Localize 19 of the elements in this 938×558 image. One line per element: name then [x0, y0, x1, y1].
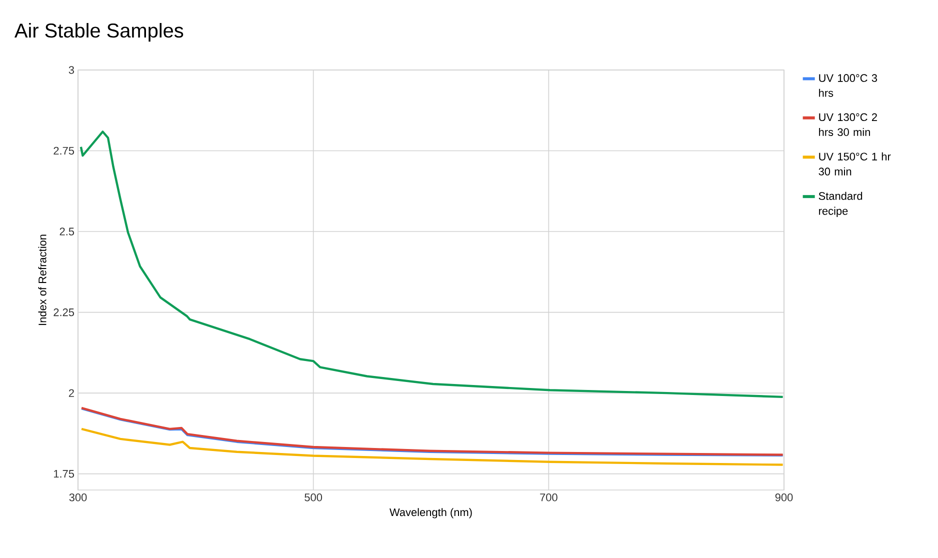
legend-label: Standard recipe	[818, 192, 862, 217]
x-tick-label: 700	[540, 494, 558, 502]
legend-label: UV 130°C 2 hrs 30 min	[819, 113, 877, 136]
x-axis-title: Wavelength (nm)	[390, 508, 472, 518]
x-tick-label: 500	[304, 494, 322, 502]
x-tick-label: 300	[69, 494, 87, 502]
y-tick-label: 2.5	[60, 228, 74, 236]
line-series	[80, 428, 784, 466]
line-series	[80, 130, 784, 398]
y-tick-label: 2	[68, 389, 74, 397]
chart-title: Air Stable Samples	[14, 23, 184, 42]
y-axis-title: Index of Refraction	[38, 234, 46, 325]
y-tick-label: 3	[68, 66, 74, 74]
y-tick-label: 2.25	[54, 308, 74, 316]
y-tick-label: 1.75	[54, 470, 74, 478]
x-tick-label: 900	[775, 494, 793, 502]
legend-label: UV 100°C 3 hrs	[819, 74, 878, 97]
y-tick-label: 2.75	[54, 146, 74, 155]
legend-label: UV 150°C 1 hr 30 min	[818, 152, 891, 176]
